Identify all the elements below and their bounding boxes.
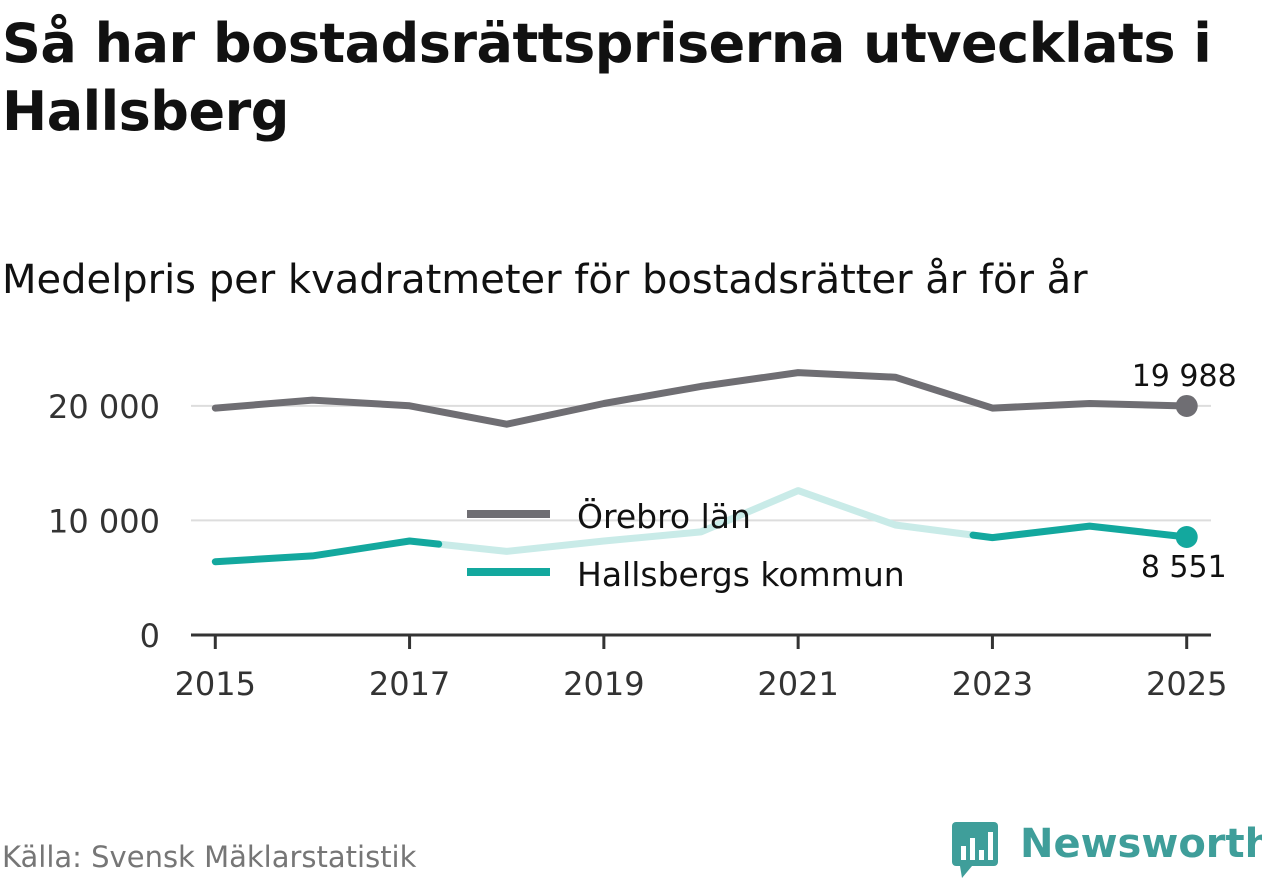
legend: Örebro län Hallsbergs kommun	[467, 496, 905, 594]
y-tick-label: 10 000	[48, 502, 160, 540]
y-tick-label: 20 000	[48, 388, 160, 426]
end-marker-orebro	[1175, 394, 1198, 417]
series-line-hallsberg-faded	[438, 487, 974, 555]
series-line-hallsberg-end	[969, 522, 1191, 542]
newsworthy-logo-icon	[952, 822, 998, 878]
x-tick-label: 2021	[757, 665, 838, 703]
end-label-orebro: 19 988	[1132, 359, 1237, 394]
brand-name: Newsworthy	[1020, 821, 1262, 867]
series-lines	[211, 369, 1198, 566]
end-labels: 19 988 8 551	[1132, 359, 1237, 585]
series-line-orebro	[211, 369, 1191, 428]
line-chart: 0 10 000 20 000 2015 2017 2019 2021 2023 2025 Ör…	[48, 359, 1237, 703]
source-note: Källa: Svensk Mäklarstatistik	[2, 840, 417, 874]
x-tick-label: 2015	[175, 665, 256, 703]
end-marker-hallsberg	[1175, 526, 1198, 549]
x-tick-label: 2019	[563, 665, 644, 703]
x-tick-label: 2017	[369, 665, 450, 703]
legend-label-hallsberg: Hallsbergs kommun	[577, 555, 905, 594]
y-tick-label: 0	[140, 617, 160, 655]
series-line-hallsberg-start	[211, 537, 443, 566]
axes: 0 10 000 20 000 2015 2017 2019 2021 2023 2025	[48, 388, 1227, 703]
x-tick-label: 2025	[1146, 665, 1227, 703]
chart-title: Så har bostadsrättspriserna utvecklats i…	[2, 12, 1212, 143]
chart-subtitle: Medelpris per kvadratmeter för bostadsrä…	[2, 257, 1088, 303]
legend-label-orebro: Örebro län	[577, 496, 751, 536]
x-tick-label: 2023	[952, 665, 1033, 703]
end-label-hallsberg: 8 551	[1141, 550, 1227, 585]
